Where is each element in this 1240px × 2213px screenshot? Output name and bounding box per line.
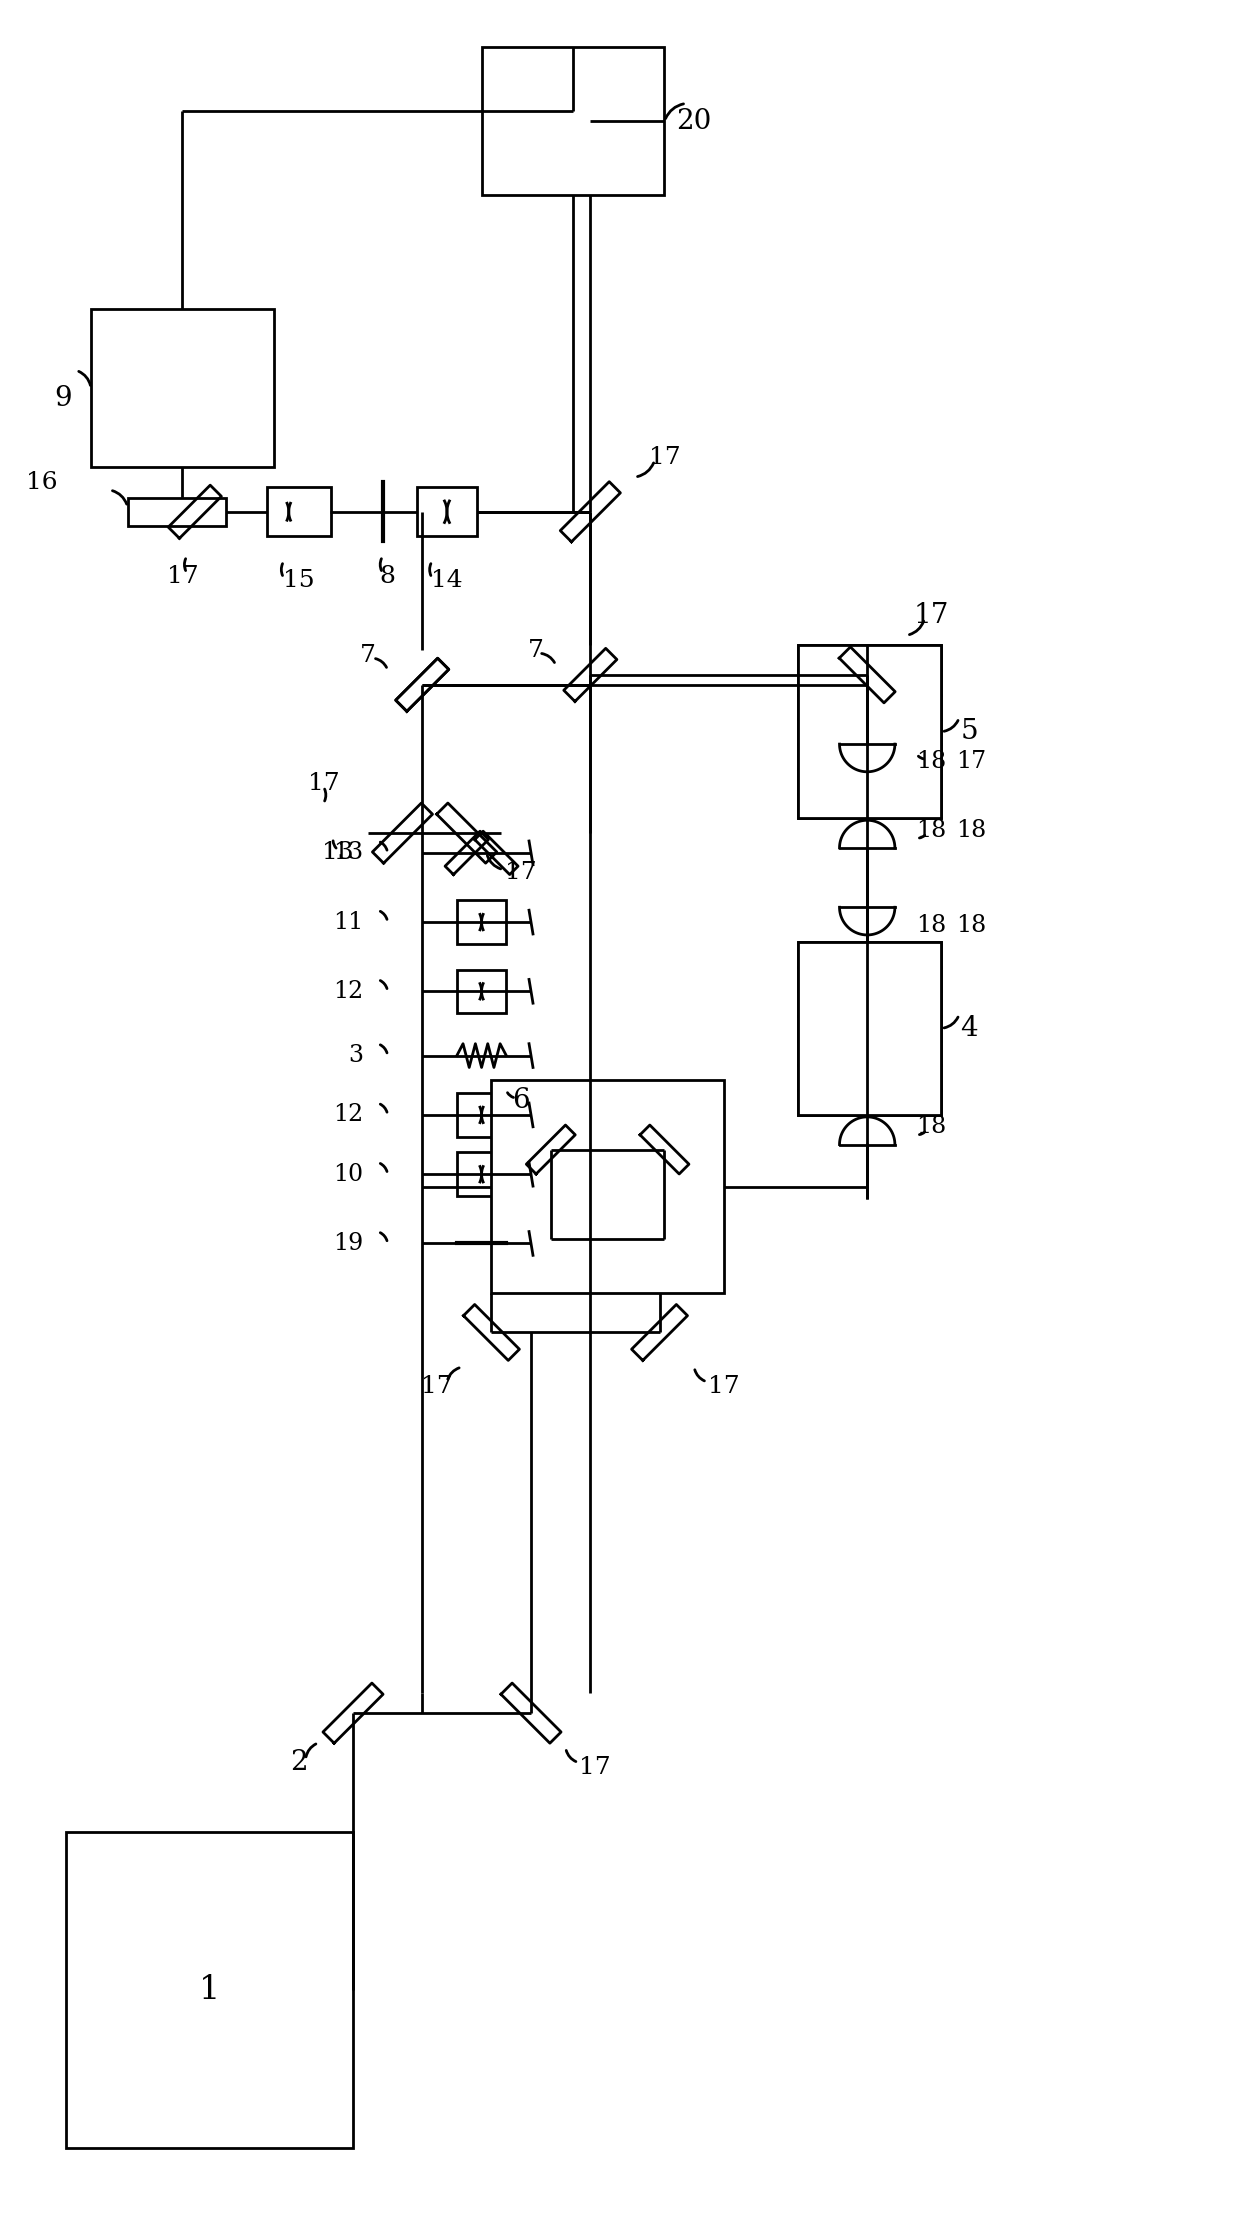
Bar	[799, 695, 941, 719]
Bar	[267, 487, 331, 536]
Text: 1: 1	[200, 1974, 221, 2005]
Text: 17: 17	[649, 445, 681, 469]
Bar	[799, 1064, 941, 1091]
Bar	[456, 969, 506, 1014]
Bar	[481, 46, 665, 195]
Text: 10: 10	[332, 1162, 363, 1186]
Bar	[91, 310, 274, 467]
Text: 18: 18	[916, 750, 946, 772]
Text: 17: 17	[167, 564, 198, 586]
Bar	[799, 1040, 941, 1064]
Bar	[799, 744, 941, 768]
Text: 2: 2	[290, 1748, 308, 1777]
Text: 8: 8	[379, 564, 396, 586]
Text: 17: 17	[914, 602, 950, 628]
Text: 14: 14	[432, 569, 463, 593]
Bar	[799, 991, 941, 1016]
Text: 12: 12	[332, 1104, 363, 1126]
Bar	[128, 498, 227, 524]
Text: 15: 15	[283, 569, 315, 593]
Bar	[799, 967, 941, 991]
Bar	[456, 901, 506, 943]
Bar	[799, 943, 941, 1115]
Bar	[799, 768, 941, 794]
Bar	[799, 646, 941, 671]
Bar	[66, 1832, 353, 2149]
Bar	[456, 1153, 506, 1195]
Text: 13: 13	[322, 841, 353, 865]
Bar	[799, 719, 941, 744]
Bar	[456, 1093, 506, 1137]
Text: 20: 20	[677, 108, 712, 135]
Text: 18: 18	[916, 819, 946, 841]
Text: 7: 7	[528, 640, 544, 662]
Text: 17: 17	[308, 772, 340, 794]
Text: 17: 17	[708, 1374, 739, 1399]
Text: 18: 18	[956, 914, 986, 936]
Text: 17: 17	[422, 1374, 453, 1399]
Text: 18: 18	[916, 914, 946, 936]
Text: 13: 13	[332, 841, 363, 865]
Bar	[799, 943, 941, 967]
Text: 3: 3	[348, 1045, 363, 1067]
Bar	[799, 671, 941, 695]
Text: 19: 19	[332, 1233, 363, 1255]
Bar	[799, 1091, 941, 1115]
Bar	[799, 1016, 941, 1040]
Text: 17: 17	[506, 861, 537, 885]
Bar	[799, 646, 941, 819]
Text: 5: 5	[960, 719, 978, 746]
Bar	[418, 487, 476, 536]
Text: 17: 17	[956, 750, 986, 772]
Text: 18: 18	[916, 1115, 946, 1137]
Text: 4: 4	[960, 1016, 978, 1042]
Text: 12: 12	[332, 980, 363, 1002]
Text: 16: 16	[26, 471, 57, 493]
Text: 11: 11	[332, 910, 363, 934]
Text: 6: 6	[512, 1087, 529, 1113]
Bar	[799, 794, 941, 819]
Text: 17: 17	[579, 1755, 611, 1779]
Text: 7: 7	[360, 644, 376, 666]
Bar	[491, 1080, 724, 1292]
Text: 18: 18	[956, 819, 986, 841]
Text: 9: 9	[55, 385, 72, 412]
